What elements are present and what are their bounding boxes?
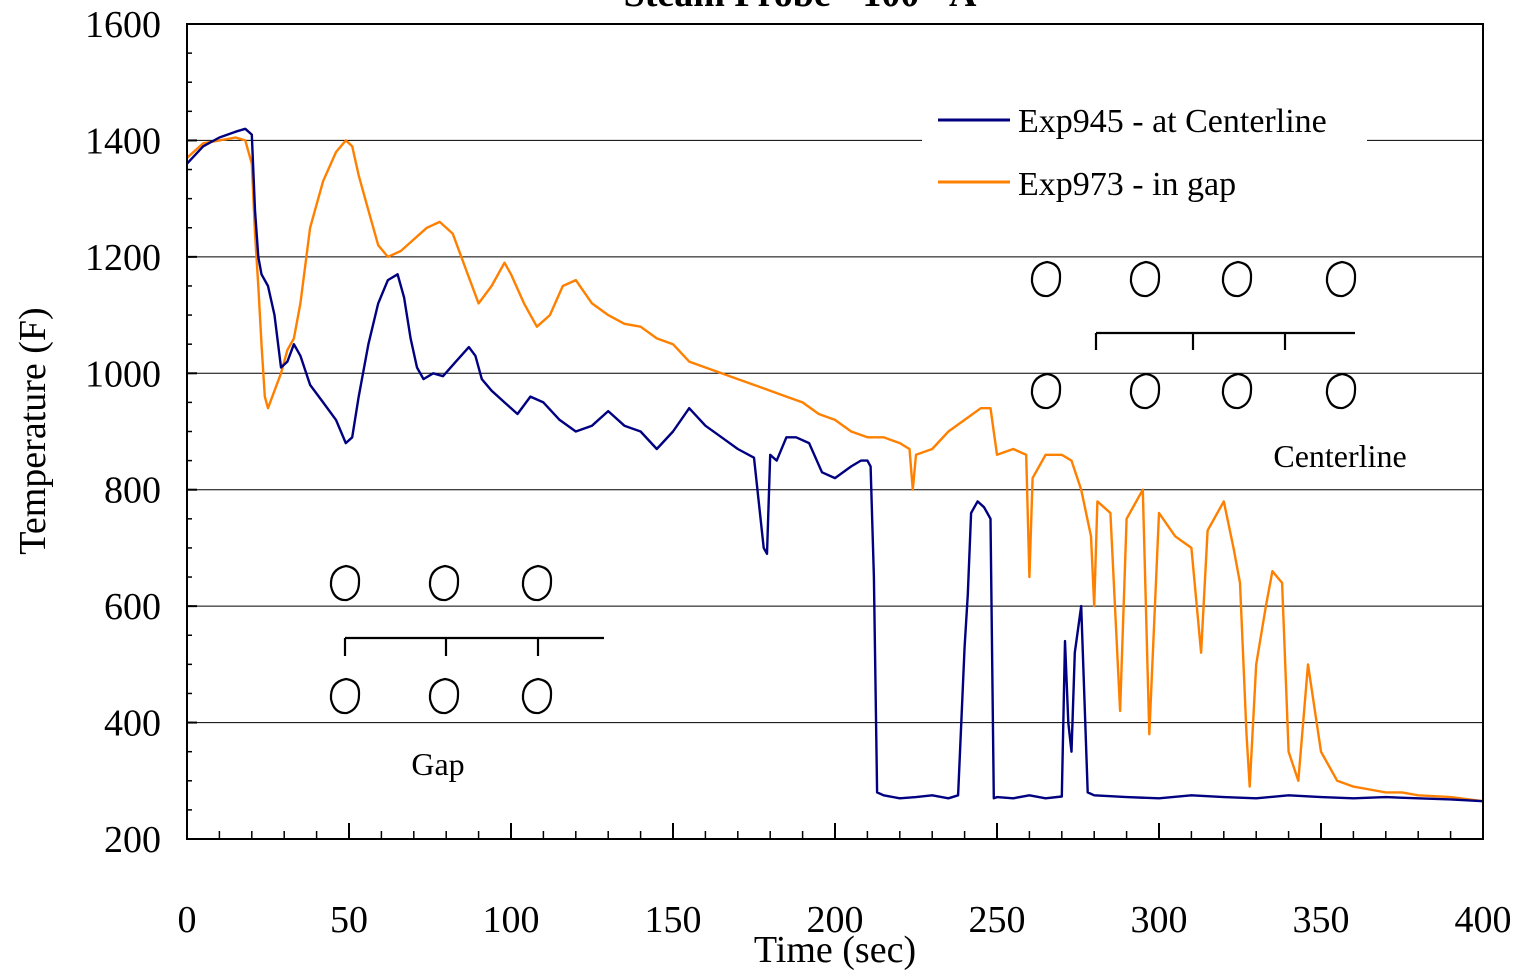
rod-circle-icon	[1129, 372, 1161, 410]
x-axis-title: Time (sec)	[754, 929, 916, 971]
legend-label-exp945: Exp945 - at Centerline	[1018, 103, 1327, 140]
x-tick-label: 100	[483, 899, 540, 941]
centerline-bottom-circles	[1030, 372, 1357, 410]
rod-circle-icon	[1129, 260, 1161, 298]
y-axis-title: Temperature (F)	[12, 307, 54, 554]
centerline-top-circles	[1030, 260, 1357, 298]
legend-label-exp973: Exp973 - in gap	[1018, 166, 1236, 203]
rod-circle-icon	[329, 677, 361, 715]
rod-circle-icon	[1221, 260, 1253, 298]
y-tick-label: 1200	[85, 237, 161, 279]
x-tick-label: 0	[178, 899, 197, 941]
series-line-1	[186, 136, 1484, 803]
rod-circle-icon	[1325, 372, 1357, 410]
y-tick-label: 1400	[85, 120, 161, 162]
centerline-schematic	[1030, 260, 1357, 410]
y-tick-label: 1600	[85, 4, 161, 46]
x-tick-label: 300	[1131, 899, 1188, 941]
y-tick-label: 800	[104, 470, 161, 512]
rod-circle-icon	[428, 677, 460, 715]
grid-lines	[187, 139, 1483, 724]
y-tick-label: 1000	[85, 353, 161, 395]
centerline-label: Centerline	[1273, 438, 1406, 474]
x-tick-label: 350	[1293, 899, 1350, 941]
x-tick-label: 50	[330, 899, 368, 941]
y-tick-label: 600	[104, 586, 161, 628]
chart-title: Steam Probe - 100 - A	[624, 0, 977, 15]
rod-circle-icon	[1221, 372, 1253, 410]
gap-top-circles	[329, 564, 553, 602]
rod-circle-icon	[329, 564, 361, 602]
rod-circle-icon	[521, 564, 553, 602]
gap-schematic	[329, 564, 604, 715]
y-tick-label: 400	[104, 703, 161, 745]
legend-background	[922, 95, 1367, 220]
y-tick-label: 200	[104, 819, 161, 861]
gap-bottom-circles	[329, 677, 553, 715]
gap-label: Gap	[411, 746, 464, 782]
x-tick-label: 250	[969, 899, 1026, 941]
x-axis: 0 50 100 150 200 250 300 350 400	[178, 823, 1512, 941]
rod-circle-icon	[1325, 260, 1357, 298]
y-axis: 200 400 600 800 1000 1200 1400 1600	[85, 4, 197, 861]
x-tick-label: 150	[645, 899, 702, 941]
rod-circle-icon	[1030, 372, 1062, 410]
series-line-0	[186, 127, 1484, 803]
rod-circle-icon	[428, 564, 460, 602]
rod-circle-icon	[1030, 260, 1062, 298]
rod-circle-icon	[521, 677, 553, 715]
x-tick-label: 200	[807, 899, 864, 941]
x-tick-label: 400	[1455, 899, 1512, 941]
series-layer	[186, 127, 1484, 803]
legend: Exp945 - at Centerline Exp973 - in gap	[922, 95, 1367, 220]
